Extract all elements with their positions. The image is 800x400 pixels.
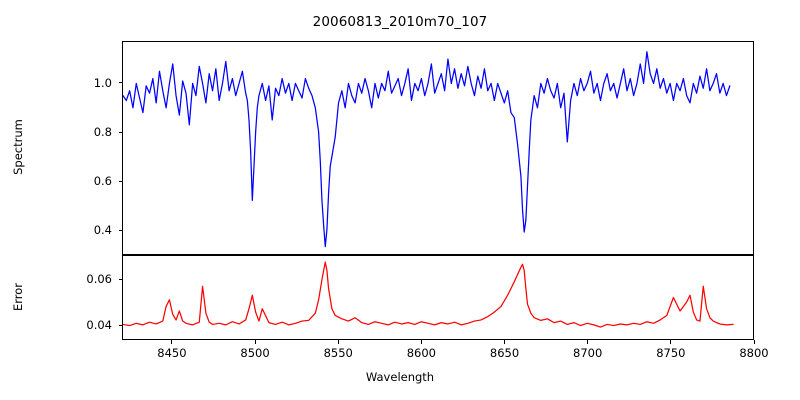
x-tick-mark-6 bbox=[670, 340, 672, 344]
error-panel bbox=[122, 255, 754, 340]
x-tick-mark-2 bbox=[337, 340, 339, 344]
y-tick-mark-error-1 bbox=[118, 278, 122, 280]
x-tick-label-0: 8450 bbox=[157, 346, 187, 360]
x-tick-mark-4 bbox=[504, 340, 506, 344]
spectrum-plot-area bbox=[123, 51, 731, 248]
x-tick-label-7: 8800 bbox=[739, 346, 769, 360]
y-tick-mark-spectrum-3 bbox=[118, 82, 122, 84]
x-tick-label-2: 8550 bbox=[323, 346, 353, 360]
y-axis-label-error: Error bbox=[11, 282, 25, 311]
x-tick-mark-1 bbox=[254, 340, 256, 344]
x-tick-mark-7 bbox=[753, 340, 755, 344]
y-tick-mark-spectrum-2 bbox=[118, 131, 122, 133]
y-tick-label-error-0: 0.04 bbox=[86, 318, 112, 333]
y-axis-label-spectrum: Spectrum bbox=[11, 119, 25, 175]
y-tick-mark-error-0 bbox=[118, 324, 122, 326]
x-tick-label-1: 8500 bbox=[240, 346, 270, 360]
chart-title: 20060813_2010m70_107 bbox=[312, 14, 488, 30]
error-plot-area bbox=[123, 261, 734, 328]
y-tick-label-error-1: 0.06 bbox=[86, 272, 112, 287]
spectrum-panel bbox=[122, 41, 754, 255]
x-tick-label-6: 8750 bbox=[656, 346, 686, 360]
y-tick-label-spectrum-1: 0.6 bbox=[93, 174, 112, 189]
y-tick-label-spectrum-3: 1.0 bbox=[93, 75, 112, 90]
y-tick-label-spectrum-0: 0.4 bbox=[93, 223, 112, 238]
spectrum-line bbox=[123, 51, 731, 248]
x-tick-mark-0 bbox=[171, 340, 173, 344]
x-tick-label-4: 8650 bbox=[489, 346, 520, 360]
error-line bbox=[123, 261, 734, 328]
x-axis-label: Wavelength bbox=[365, 370, 435, 384]
x-tick-label-3: 8600 bbox=[406, 346, 436, 360]
y-tick-mark-spectrum-1 bbox=[118, 180, 122, 182]
y-tick-label-spectrum-2: 0.8 bbox=[93, 125, 112, 139]
x-tick-mark-5 bbox=[587, 340, 589, 344]
x-tick-mark-3 bbox=[420, 340, 422, 344]
y-tick-mark-spectrum-0 bbox=[118, 229, 122, 231]
x-tick-label-5: 8700 bbox=[573, 346, 603, 360]
